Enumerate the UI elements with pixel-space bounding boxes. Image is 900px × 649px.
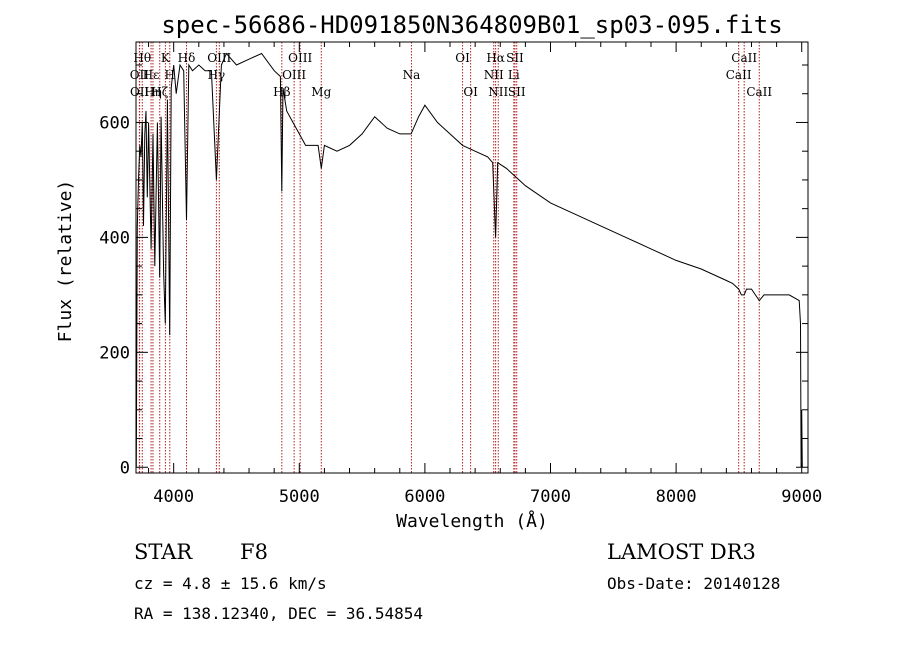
line-label: CaII xyxy=(746,85,772,99)
line-label: OII xyxy=(130,85,150,99)
line-label: OII xyxy=(130,68,150,82)
line-label: OIII xyxy=(207,51,231,65)
x-axis-label: Wavelength (Å) xyxy=(396,510,548,532)
line-label: OIII xyxy=(288,51,312,65)
y-tick-label: 600 xyxy=(99,113,130,133)
y-tick-label: 200 xyxy=(99,343,130,363)
coordinates-readout: RA = 138.12340, DEC = 36.54854 xyxy=(134,604,423,623)
x-tick-label: 8000 xyxy=(656,487,697,507)
redshift-readout: cz = 4.8 ± 15.6 km/s xyxy=(134,574,327,593)
y-axis-ticks: 0 200 400 600 xyxy=(99,64,808,478)
line-label: OI xyxy=(463,85,478,99)
survey-label: LAMOST DR3 xyxy=(607,540,756,564)
line-label: Hβ xyxy=(273,85,290,99)
line-label: NII xyxy=(488,85,508,99)
plot-frame xyxy=(135,41,809,474)
line-label: Na xyxy=(403,68,421,82)
line-label: Hε xyxy=(143,68,160,82)
line-label: Hα xyxy=(486,51,505,65)
object-subclass: F8 xyxy=(240,540,268,564)
x-tick-label: 4000 xyxy=(153,487,194,507)
x-tick-label: 7000 xyxy=(530,487,571,507)
line-label: OIII xyxy=(282,68,306,82)
spectrum-line xyxy=(135,52,803,468)
line-label: Hθ xyxy=(133,51,151,65)
line-label: CaII xyxy=(726,68,752,82)
line-label: Hζ xyxy=(151,85,168,99)
obs-date-readout: Obs-Date: 20140128 xyxy=(607,574,780,593)
y-axis-label: Flux (relative) xyxy=(55,180,76,343)
x-axis-ticks: 4000 5000 6000 7000 8000 9000 xyxy=(148,42,822,507)
y-tick-label: 0 xyxy=(120,458,130,478)
line-label: NII xyxy=(484,68,504,82)
line-label: Hδ xyxy=(178,51,196,65)
chart-title: spec-56686-HD091850N364809B01_sp03-095.f… xyxy=(161,11,782,39)
line-label: OI xyxy=(455,51,470,65)
y-tick-label: 400 xyxy=(99,228,130,248)
line-label: SII xyxy=(508,85,526,99)
line-label: Li xyxy=(508,68,520,82)
line-label: CaII xyxy=(731,51,757,65)
line-label: Hγ xyxy=(208,68,226,82)
x-tick-label: 5000 xyxy=(279,487,320,507)
x-tick-label: 9000 xyxy=(781,487,822,507)
spectral-line-markers xyxy=(138,42,760,473)
line-label: Mg xyxy=(311,85,331,99)
line-label: K xyxy=(161,51,171,65)
line-label: H xyxy=(165,68,175,82)
object-type: STAR xyxy=(134,540,193,564)
line-label: SII xyxy=(506,51,524,65)
x-tick-label: 6000 xyxy=(404,487,445,507)
line-label: Hη xyxy=(144,85,162,99)
